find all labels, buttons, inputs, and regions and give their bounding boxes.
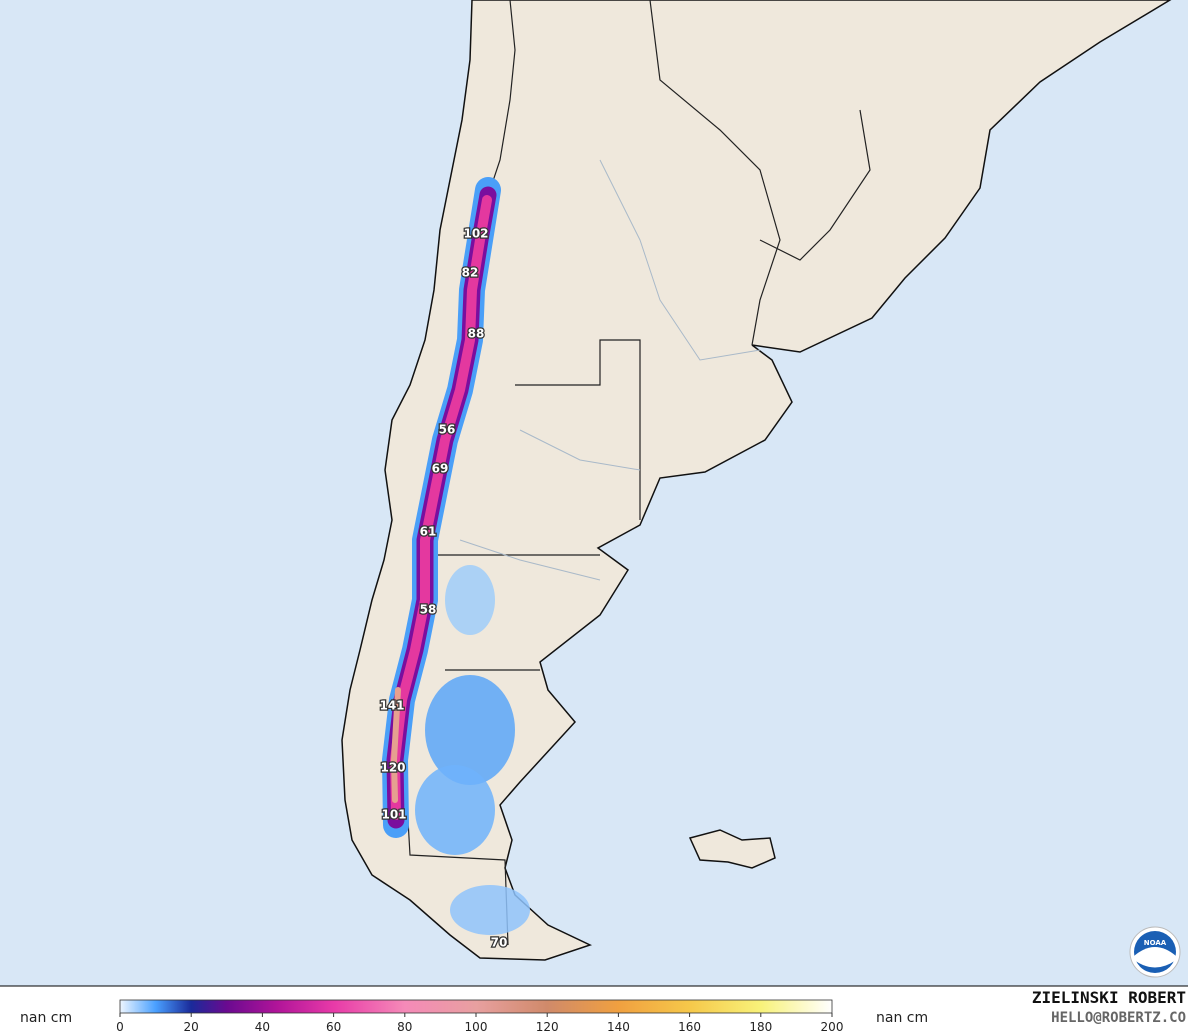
colorbar-ticks: 0 20 40 60 80 100 120 140 160 180 200 — [116, 1013, 843, 1034]
unit-left: nan cm — [20, 1010, 72, 1026]
colorbar-tick-label: 20 — [184, 1020, 199, 1034]
snow-label: 69 — [432, 462, 449, 476]
colorbar-tick-label: 120 — [536, 1020, 559, 1034]
snow-label: 102 — [463, 227, 488, 241]
snow-label: 58 — [420, 603, 437, 617]
colorbar-tick-label: 160 — [678, 1020, 701, 1034]
colorbar-tick-label: 60 — [326, 1020, 341, 1034]
snow-label: 56 — [439, 423, 456, 437]
snow-label: 61 — [420, 525, 437, 539]
noaa-logo: NOAA — [1129, 926, 1181, 978]
colorbar-tick-label: 100 — [465, 1020, 488, 1034]
snow-swath — [382, 177, 530, 935]
colorbar-tick-label: 80 — [397, 1020, 412, 1034]
falklands — [688, 829, 776, 869]
colorbar-tick-label: 200 — [821, 1020, 844, 1034]
credit-email: HELLO@ROBERTZ.CO — [1051, 1010, 1186, 1026]
rivers — [459, 159, 761, 581]
snow-label: 101 — [381, 808, 406, 822]
snow-label: 141 — [379, 699, 404, 713]
credit-name: ZIELINSKI ROBERT — [1032, 988, 1186, 1007]
snow-label: 82 — [462, 266, 479, 280]
colorbar — [119, 999, 833, 1014]
snow-labels: 102 82 88 56 69 61 58 141 120 101 70 — [378, 225, 508, 951]
snow-label: 88 — [468, 327, 485, 341]
colorbar-tick-label: 140 — [607, 1020, 630, 1034]
map: 102 82 88 56 69 61 58 141 120 101 70 NOAA — [0, 0, 1188, 986]
colorbar-tick-label: 40 — [255, 1020, 270, 1034]
unit-right: nan cm — [876, 1010, 928, 1026]
logo-text: NOAA — [1144, 939, 1167, 947]
snow-label: 120 — [380, 761, 405, 775]
snow-label: 70 — [491, 936, 508, 950]
colorbar-tick-label: 0 — [116, 1020, 124, 1034]
colorbar-tick-label: 180 — [749, 1020, 772, 1034]
